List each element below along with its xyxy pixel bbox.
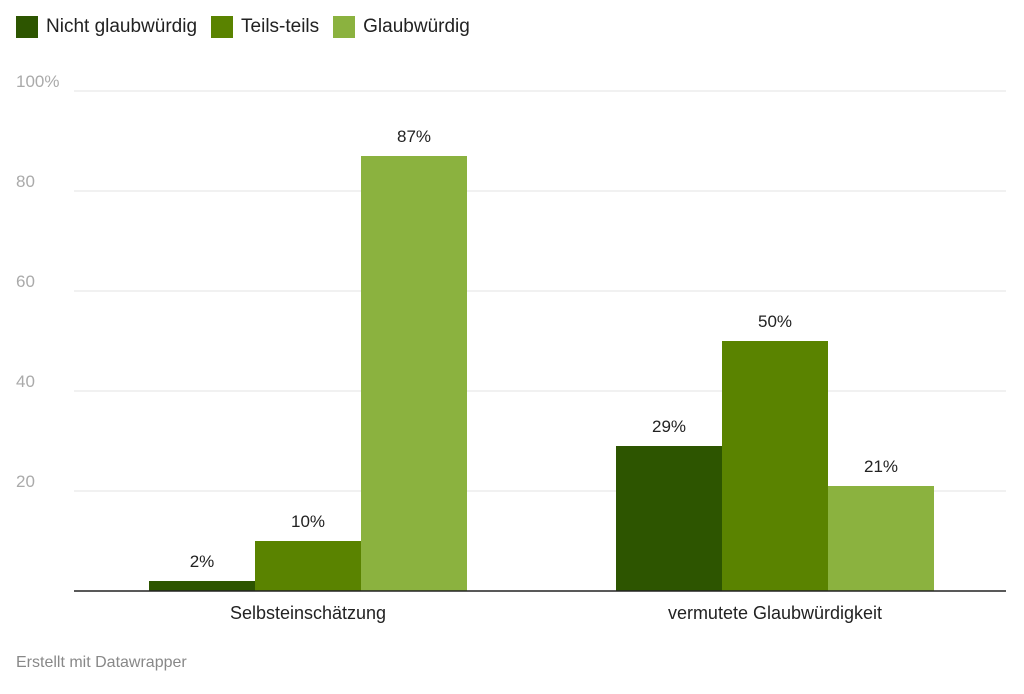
y-tick-label-20: 20 [16, 472, 35, 491]
value-label-2-1: 21% [864, 457, 898, 476]
bar-0-0 [149, 581, 255, 591]
legend-label-glaubwuerdig: Glaubwürdig [363, 16, 470, 37]
bar-2-1 [828, 486, 934, 591]
bar-1-1 [722, 341, 828, 591]
bar-2-0 [361, 156, 467, 591]
legend: Nicht glaubwürdig Teils-teils Glaubwürdi… [16, 16, 470, 38]
value-label-1-0: 10% [291, 512, 325, 531]
bar-1-0 [255, 541, 361, 591]
legend-item-teils-teils: Teils-teils [211, 16, 319, 38]
legend-label-nicht-glaubwuerdig: Nicht glaubwürdig [46, 16, 198, 37]
bar-0-1 [616, 446, 722, 591]
category-label-1: vermutete Glaubwürdigkeit [668, 603, 882, 623]
y-tick-label-40: 40 [16, 372, 35, 391]
legend-swatch-nicht-glaubwuerdig [16, 16, 38, 38]
value-label-0-0: 2% [190, 552, 215, 571]
legend-swatch-glaubwuerdig [333, 16, 356, 38]
category-label-0: Selbsteinschätzung [230, 603, 386, 623]
y-tick-label-60: 60 [16, 272, 35, 291]
y-tick-label-80: 80 [16, 172, 35, 191]
legend-item-nicht-glaubwuerdig: Nicht glaubwürdig [16, 16, 197, 38]
legend-label-teils-teils: Teils-teils [241, 16, 320, 37]
value-label-2-0: 87% [397, 127, 431, 146]
legend-swatch-teils-teils [211, 16, 234, 38]
legend-item-glaubwuerdig: Glaubwürdig [333, 16, 470, 38]
footer-credit: Erstellt mit Datawrapper [16, 654, 187, 671]
value-label-0-1: 29% [652, 417, 686, 436]
value-label-1-1: 50% [758, 312, 792, 331]
y-tick-label-100: 100% [16, 72, 59, 91]
